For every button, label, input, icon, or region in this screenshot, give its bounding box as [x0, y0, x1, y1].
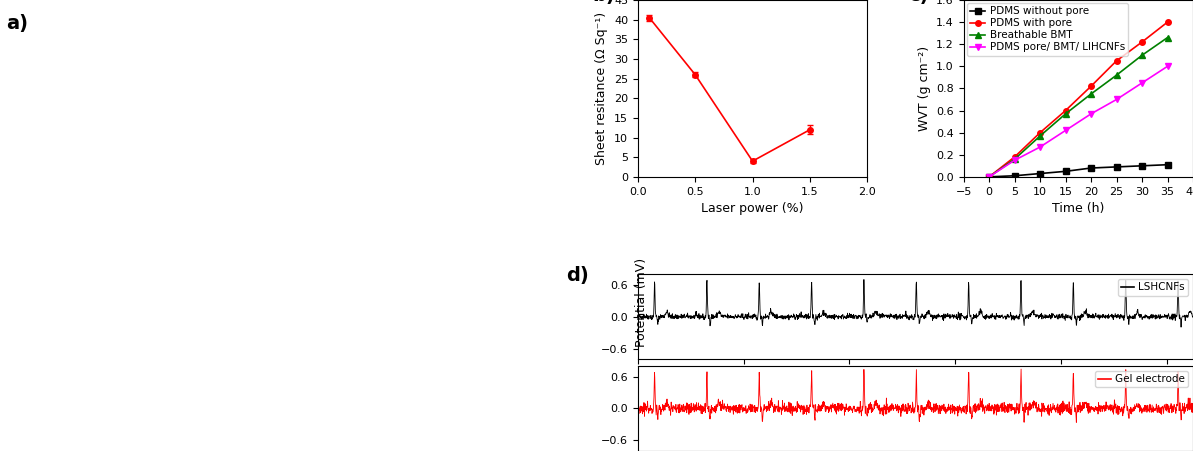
PDMS pore/ BMT/ LIHCNFs [1084, 111, 1099, 116]
PDMS with pore [1161, 19, 1175, 25]
Y-axis label: WVT (g cm⁻²): WVT (g cm⁻²) [917, 46, 931, 131]
PDMS pore/ BMT/ LIHCNFs [1109, 97, 1124, 102]
PDMS without pore [1058, 169, 1073, 174]
PDMS pore/ BMT/ LIHCNFs [1033, 144, 1047, 150]
PDMS with pore [1033, 130, 1047, 135]
PDMS pore/ BMT/ LIHCNFs [1058, 128, 1073, 133]
PDMS with pore [982, 174, 996, 179]
X-axis label: Time (h): Time (h) [1052, 202, 1105, 215]
PDMS without pore [1033, 171, 1047, 176]
Line: Breathable BMT: Breathable BMT [987, 35, 1170, 179]
Breathable BMT [1033, 133, 1047, 138]
Line: PDMS with pore: PDMS with pore [987, 19, 1170, 179]
Breathable BMT [982, 174, 996, 179]
PDMS without pore [1161, 162, 1175, 167]
PDMS with pore [1058, 108, 1073, 113]
PDMS without pore [1007, 173, 1021, 179]
PDMS with pore [1135, 39, 1149, 45]
PDMS without pore [1109, 164, 1124, 170]
PDMS without pore [1084, 166, 1099, 171]
Breathable BMT [1007, 156, 1021, 162]
PDMS without pore [982, 174, 996, 179]
Breathable BMT [1135, 53, 1149, 58]
Y-axis label: Sheet resitance (Ω Sq⁻¹): Sheet resitance (Ω Sq⁻¹) [595, 12, 608, 165]
PDMS pore/ BMT/ LIHCNFs [1007, 157, 1021, 163]
Text: Potential (mV): Potential (mV) [636, 258, 648, 347]
Breathable BMT [1058, 111, 1073, 116]
PDMS pore/ BMT/ LIHCNFs [982, 174, 996, 179]
PDMS pore/ BMT/ LIHCNFs [1135, 80, 1149, 86]
Legend: LSHCNFs: LSHCNFs [1118, 279, 1188, 295]
Text: a): a) [6, 14, 27, 32]
PDMS with pore [1007, 154, 1021, 160]
Line: PDMS pore/ BMT/ LIHCNFs: PDMS pore/ BMT/ LIHCNFs [987, 64, 1170, 179]
Breathable BMT [1161, 35, 1175, 40]
PDMS without pore [1135, 163, 1149, 169]
Text: c): c) [909, 0, 929, 5]
Text: b): b) [592, 0, 614, 5]
Legend: PDMS without pore, PDMS with pore, Breathable BMT, PDMS pore/ BMT/ LIHCNFs: PDMS without pore, PDMS with pore, Breat… [966, 3, 1129, 55]
Text: d): d) [565, 266, 588, 285]
PDMS with pore [1084, 83, 1099, 89]
PDMS with pore [1109, 58, 1124, 64]
X-axis label: Laser power (%): Laser power (%) [701, 202, 804, 215]
Breathable BMT [1084, 91, 1099, 97]
PDMS pore/ BMT/ LIHCNFs [1161, 64, 1175, 69]
Line: PDMS without pore: PDMS without pore [987, 162, 1170, 179]
Legend: Gel electrode: Gel electrode [1095, 371, 1188, 387]
Breathable BMT [1109, 73, 1124, 78]
